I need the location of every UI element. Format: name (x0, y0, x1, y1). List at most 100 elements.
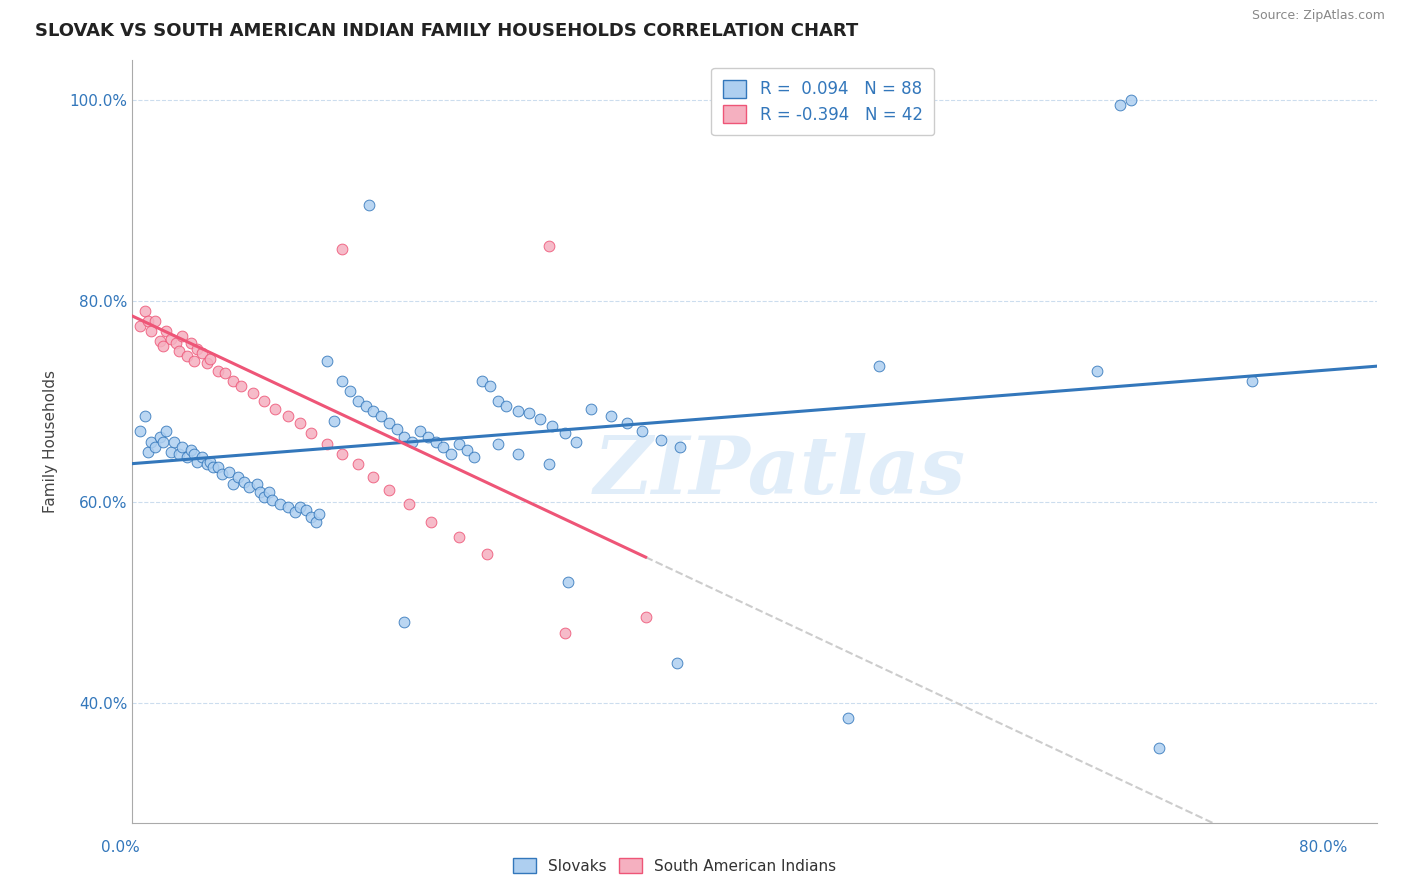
Point (419, 515, 441, 529)
Point (1109, 98, 1132, 112)
Point (214, 366, 236, 380)
Point (284, 505, 307, 519)
Point (160, 444, 183, 458)
Point (149, 334, 172, 348)
Point (180, 336, 202, 351)
Point (186, 455, 208, 469)
Point (346, 394, 368, 409)
Point (541, 419, 564, 434)
Point (165, 336, 187, 351)
Point (409, 425, 432, 439)
Point (506, 404, 529, 418)
Point (238, 480, 260, 494)
Point (198, 455, 221, 469)
Point (170, 440, 193, 454)
Point (222, 476, 245, 491)
Point (1241, 374, 1264, 388)
Point (315, 354, 337, 368)
Point (538, 238, 561, 252)
Point (579, 402, 602, 417)
Point (471, 374, 494, 388)
Point (837, 711, 859, 725)
Point (354, 400, 377, 414)
Point (315, 436, 337, 450)
Point (416, 429, 439, 443)
Point (475, 547, 498, 561)
Point (134, 409, 156, 424)
Point (195, 356, 218, 370)
Point (253, 394, 276, 409)
Point (183, 447, 205, 461)
Point (346, 457, 368, 471)
Point (264, 402, 287, 417)
Point (145, 440, 167, 454)
Point (183, 354, 205, 368)
Text: Source: ZipAtlas.com: Source: ZipAtlas.com (1251, 9, 1385, 22)
Point (600, 409, 623, 424)
Point (295, 503, 318, 517)
Point (357, 198, 380, 212)
Point (207, 459, 229, 474)
Point (401, 434, 423, 449)
Point (564, 434, 586, 449)
Point (245, 476, 267, 491)
Point (226, 469, 249, 483)
Point (868, 359, 890, 373)
Point (394, 615, 416, 630)
Point (180, 442, 202, 457)
Point (233, 475, 256, 489)
Point (305, 515, 328, 529)
Point (249, 484, 271, 499)
Point (456, 442, 478, 457)
Point (176, 450, 198, 464)
Point (149, 429, 172, 443)
Point (394, 429, 416, 443)
Point (299, 426, 322, 441)
Point (134, 304, 156, 318)
Point (139, 324, 162, 338)
Point (425, 434, 447, 449)
Text: SLOVAK VS SOUTH AMERICAN INDIAN FAMILY HOUSEHOLDS CORRELATION CHART: SLOVAK VS SOUTH AMERICAN INDIAN FAMILY H… (35, 22, 859, 40)
Point (665, 656, 688, 670)
Point (128, 318, 150, 333)
Point (191, 346, 214, 360)
Point (538, 457, 561, 471)
Point (1119, 93, 1142, 107)
Point (288, 500, 311, 514)
Point (440, 447, 463, 461)
Point (1147, 741, 1170, 756)
Point (378, 417, 401, 431)
Point (554, 625, 576, 640)
Point (198, 352, 221, 367)
Point (195, 457, 218, 471)
Point (218, 465, 240, 479)
Point (160, 332, 183, 346)
Point (167, 447, 190, 461)
Point (669, 440, 692, 454)
Point (277, 409, 299, 424)
Point (222, 374, 245, 388)
Point (155, 425, 177, 439)
Legend: R =  0.094   N = 88, R = -0.394   N = 42: R = 0.094 N = 88, R = -0.394 N = 42 (711, 68, 935, 136)
Point (170, 329, 193, 343)
Point (398, 497, 420, 511)
Point (128, 425, 150, 439)
Point (242, 386, 264, 401)
Point (155, 324, 177, 338)
Point (486, 394, 509, 409)
Point (447, 530, 470, 544)
Point (616, 417, 638, 431)
Point (495, 400, 517, 414)
Text: ZIPatlas: ZIPatlas (593, 434, 966, 511)
Point (385, 422, 408, 436)
Point (486, 436, 509, 450)
Point (557, 575, 579, 590)
Text: 0.0%: 0.0% (101, 840, 141, 855)
Point (370, 409, 392, 424)
Point (554, 426, 576, 441)
Point (145, 314, 167, 328)
Point (152, 339, 174, 353)
Point (176, 349, 198, 363)
Point (631, 425, 654, 439)
Point (330, 242, 353, 256)
